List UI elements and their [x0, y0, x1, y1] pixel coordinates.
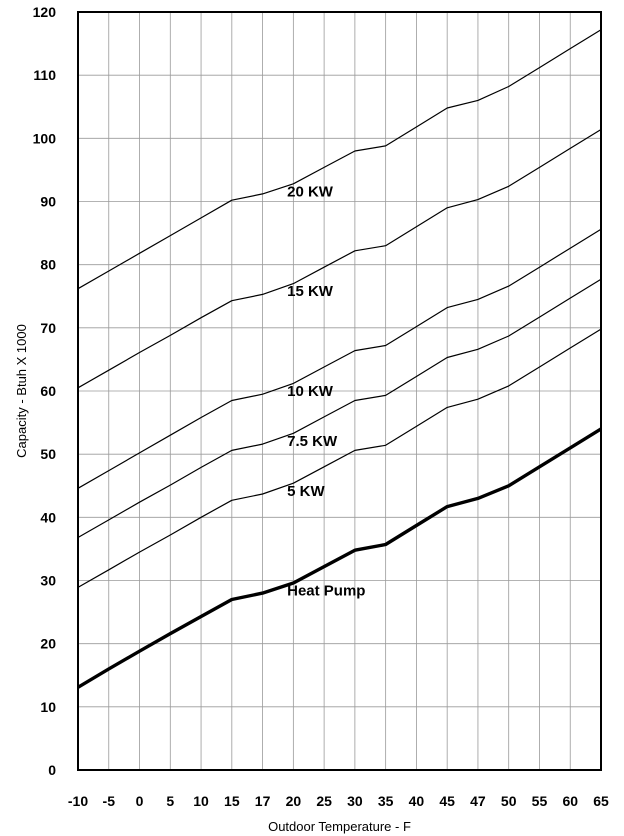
y-tick-label: 100	[33, 130, 57, 146]
plot-frame	[77, 11, 602, 771]
y-tick-label: 110	[33, 67, 56, 83]
grid-layer	[78, 12, 601, 770]
x-tick-label: 47	[470, 793, 486, 809]
x-tick-label: -5	[103, 793, 116, 809]
series-line-15-kw	[77, 128, 602, 389]
x-tick-label: 17	[255, 793, 271, 809]
series-lines	[77, 29, 602, 689]
series-line-heat-pump	[77, 427, 602, 689]
y-tick-label: 0	[48, 762, 56, 778]
series-labels: 20 KW 15 KW 10 KW 7.5 KW 5 KW Heat Pump	[287, 183, 365, 599]
series-label: Heat Pump	[287, 583, 365, 600]
x-tick-label: 40	[409, 793, 425, 809]
y-tick-label: 50	[40, 446, 56, 462]
y-tick-label: 60	[40, 383, 56, 399]
x-tick-label: 45	[439, 793, 455, 809]
series-label: 15 KW	[287, 283, 334, 300]
y-tick-label: 70	[40, 320, 56, 336]
series-label: 7.5 KW	[287, 433, 338, 450]
x-tick-label: 55	[532, 793, 548, 809]
x-tick-label: 25	[316, 793, 332, 809]
x-tick-label: 15	[224, 793, 240, 809]
x-tick-label: 50	[501, 793, 517, 809]
x-tick-label: 60	[562, 793, 578, 809]
y-tick-label: 80	[40, 257, 56, 273]
y-tick-label: 10	[40, 699, 56, 715]
x-tick-label: 5	[166, 793, 174, 809]
x-tick-label: 65	[593, 793, 609, 809]
series-line-7-5-kw	[77, 278, 602, 539]
x-tick-label: 35	[378, 793, 394, 809]
x-tick-label: 20	[286, 793, 302, 809]
y-tick-label: 120	[33, 4, 57, 20]
y-tick-label: 20	[40, 636, 56, 652]
y-tick-labels: 0 10 20 30 40 50 60 70 80 90 100 110 120	[33, 4, 57, 778]
series-label: 5 KW	[287, 483, 325, 500]
y-tick-label: 30	[40, 573, 56, 589]
y-tick-label: 40	[40, 509, 56, 525]
y-tick-label: 90	[40, 194, 56, 210]
series-label: 10 KW	[287, 383, 334, 400]
series-label: 20 KW	[287, 183, 334, 200]
x-tick-labels: -10 -5 0 5 10 15 17 20 25 30 35 40 45 47 50 55 60 65	[68, 793, 609, 809]
series-line-5-kw	[77, 328, 602, 588]
x-tick-label: 0	[136, 793, 144, 809]
x-tick-label: 10	[193, 793, 209, 809]
x-axis-title: Outdoor Temperature - F	[268, 819, 411, 834]
series-line-10-kw	[77, 228, 602, 489]
y-axis-title: Capacity - Btuh X 1000	[14, 324, 29, 458]
x-tick-label: -10	[68, 793, 88, 809]
x-tick-label: 30	[347, 793, 363, 809]
series-line-20-kw	[77, 29, 602, 290]
